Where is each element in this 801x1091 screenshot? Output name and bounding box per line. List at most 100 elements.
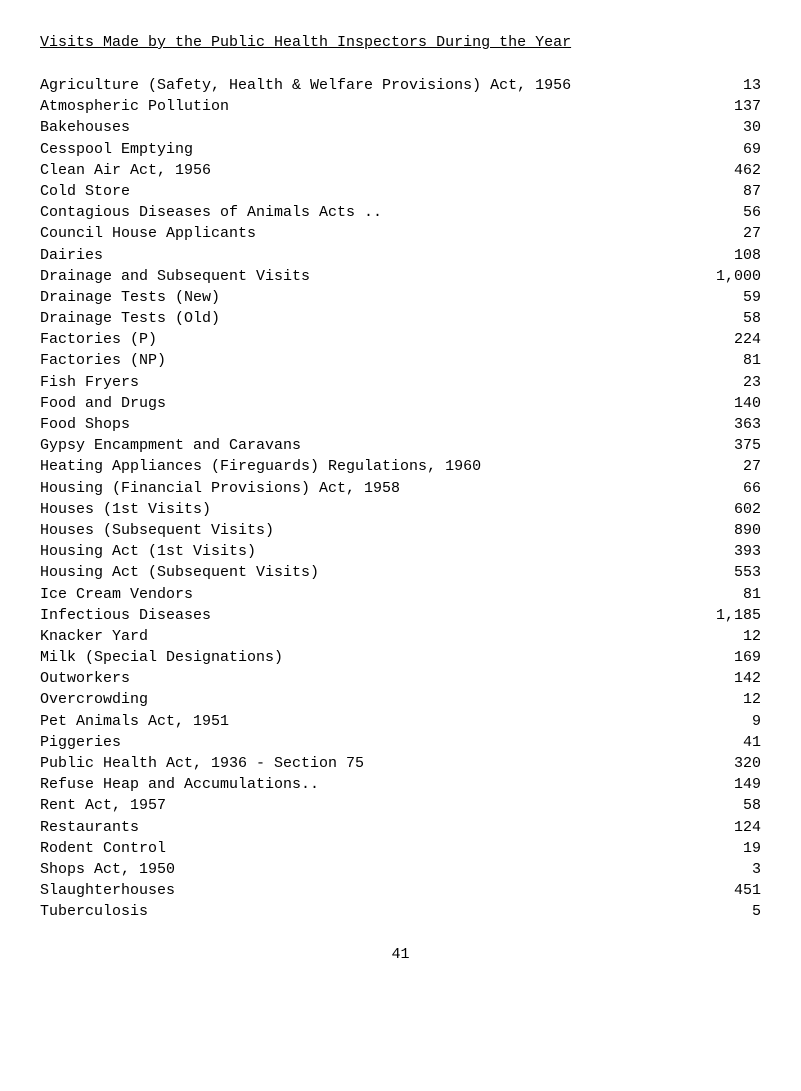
row-value: 3 xyxy=(701,862,761,877)
table-row: Clean Air Act, 1956 462 xyxy=(40,163,761,178)
row-value: 169 xyxy=(701,650,761,665)
table-row: Pet Animals Act, 1951 9 xyxy=(40,714,761,729)
row-value: 124 xyxy=(701,820,761,835)
row-label: Bakehouses xyxy=(40,120,130,135)
table-row: Drainage and Subsequent Visits1,000 xyxy=(40,269,761,284)
table-row: Piggeries41 xyxy=(40,735,761,750)
table-row: Contagious Diseases of Animals Acts .. 56 xyxy=(40,205,761,220)
row-label: Ice Cream Vendors xyxy=(40,587,193,602)
table-row: Food and Drugs140 xyxy=(40,396,761,411)
table-row: Tuberculosis5 xyxy=(40,904,761,919)
row-value: 320 xyxy=(701,756,761,771)
table-row: Rent Act, 1957 58 xyxy=(40,798,761,813)
row-label: Fish Fryers xyxy=(40,375,139,390)
table-row: Atmospheric Pollution137 xyxy=(40,99,761,114)
row-value: 87 xyxy=(701,184,761,199)
row-value: 224 xyxy=(701,332,761,347)
table-row: Factories (NP)81 xyxy=(40,353,761,368)
table-row: Housing Act (1st Visits) 393 xyxy=(40,544,761,559)
row-label: Clean Air Act, 1956 xyxy=(40,163,211,178)
row-label: Gypsy Encampment and Caravans xyxy=(40,438,301,453)
table-row: Housing Act (Subsequent Visits)553 xyxy=(40,565,761,580)
table-row: Drainage Tests (Old)58 xyxy=(40,311,761,326)
row-label: Heating Appliances (Fireguards) Regulati… xyxy=(40,459,481,474)
row-label: Food and Drugs xyxy=(40,396,166,411)
row-label: Drainage Tests (Old) xyxy=(40,311,220,326)
row-label: Cold Store xyxy=(40,184,130,199)
row-value: 553 xyxy=(701,565,761,580)
row-value: 462 xyxy=(701,163,761,178)
table-row: Fish Fryers 23 xyxy=(40,375,761,390)
row-label: Rodent Control xyxy=(40,841,166,856)
table-row: Shops Act, 1950 3 xyxy=(40,862,761,877)
row-label: Rent Act, 1957 xyxy=(40,798,166,813)
table-row: Dairies 108 xyxy=(40,248,761,263)
table-row: Houses (1st Visits)602 xyxy=(40,502,761,517)
row-value: 58 xyxy=(701,798,761,813)
table-row: Restaurants 124 xyxy=(40,820,761,835)
row-label: Housing (Financial Provisions) Act, 1958 xyxy=(40,481,400,496)
row-value: 890 xyxy=(701,523,761,538)
visits-list: Agriculture (Safety, Health & Welfare Pr… xyxy=(40,78,761,919)
row-value: 23 xyxy=(701,375,761,390)
table-row: Public Health Act, 1936 - Section 75 320 xyxy=(40,756,761,771)
row-value: 393 xyxy=(701,544,761,559)
row-value: 451 xyxy=(701,883,761,898)
row-label: Restaurants xyxy=(40,820,139,835)
row-label: Milk (Special Designations) xyxy=(40,650,283,665)
row-value: 81 xyxy=(701,587,761,602)
row-value: 19 xyxy=(701,841,761,856)
row-label: Housing Act (1st Visits) xyxy=(40,544,256,559)
row-value: 602 xyxy=(701,502,761,517)
row-value: 1,000 xyxy=(701,269,761,284)
row-label: Outworkers xyxy=(40,671,130,686)
row-label: Cesspool Emptying xyxy=(40,142,193,157)
row-value: 363 xyxy=(701,417,761,432)
row-value: 59 xyxy=(701,290,761,305)
table-row: Heating Appliances (Fireguards) Regulati… xyxy=(40,459,761,474)
table-row: Bakehouses 30 xyxy=(40,120,761,135)
row-label: Agriculture (Safety, Health & Welfare Pr… xyxy=(40,78,571,93)
table-row: Houses (Subsequent Visits) 890 xyxy=(40,523,761,538)
table-row: Overcrowding12 xyxy=(40,692,761,707)
section-title: Visits Made by the Public Health Inspect… xyxy=(40,35,761,50)
row-label: Drainage Tests (New) xyxy=(40,290,220,305)
table-row: Outworkers142 xyxy=(40,671,761,686)
row-label: Public Health Act, 1936 - Section 75 xyxy=(40,756,364,771)
row-value: 81 xyxy=(701,353,761,368)
row-label: Refuse Heap and Accumulations.. xyxy=(40,777,319,792)
table-row: Ice Cream Vendors 81 xyxy=(40,587,761,602)
row-label: Tuberculosis xyxy=(40,904,148,919)
row-value: 9 xyxy=(701,714,761,729)
table-row: Drainage Tests (New) 59 xyxy=(40,290,761,305)
row-label: Shops Act, 1950 xyxy=(40,862,175,877)
row-label: Contagious Diseases of Animals Acts .. xyxy=(40,205,382,220)
row-value: 108 xyxy=(701,248,761,263)
row-label: Food Shops xyxy=(40,417,130,432)
table-row: Rodent Control 19 xyxy=(40,841,761,856)
row-label: Knacker Yard xyxy=(40,629,148,644)
row-label: Pet Animals Act, 1951 xyxy=(40,714,229,729)
table-row: Housing (Financial Provisions) Act, 1958… xyxy=(40,481,761,496)
row-label: Dairies xyxy=(40,248,103,263)
row-value: 27 xyxy=(701,459,761,474)
row-value: 69 xyxy=(701,142,761,157)
table-row: Food Shops 363 xyxy=(40,417,761,432)
row-value: 27 xyxy=(701,226,761,241)
table-row: Cold Store 87 xyxy=(40,184,761,199)
row-label: Infectious Diseases xyxy=(40,608,211,623)
table-row: Cesspool Emptying 69 xyxy=(40,142,761,157)
table-row: Knacker Yard 12 xyxy=(40,629,761,644)
table-row: Gypsy Encampment and Caravans375 xyxy=(40,438,761,453)
row-value: 30 xyxy=(701,120,761,135)
row-value: 66 xyxy=(701,481,761,496)
table-row: Agriculture (Safety, Health & Welfare Pr… xyxy=(40,78,761,93)
row-label: Factories (P) xyxy=(40,332,157,347)
row-value: 149 xyxy=(701,777,761,792)
row-value: 12 xyxy=(701,692,761,707)
row-value: 1,185 xyxy=(701,608,761,623)
row-value: 56 xyxy=(701,205,761,220)
row-label: Houses (Subsequent Visits) xyxy=(40,523,274,538)
row-value: 12 xyxy=(701,629,761,644)
row-value: 41 xyxy=(701,735,761,750)
